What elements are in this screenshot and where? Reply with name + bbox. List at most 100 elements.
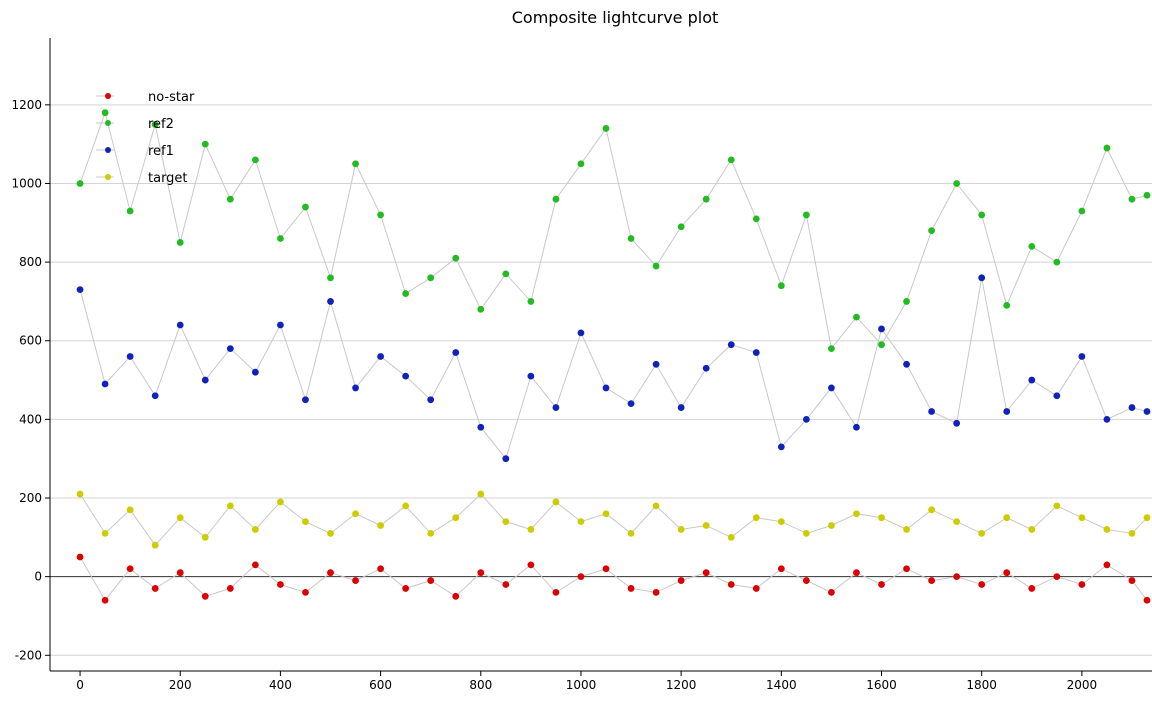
data-point-ref2 xyxy=(577,160,585,168)
data-point-ref2 xyxy=(853,313,860,321)
data-point-target xyxy=(377,522,384,529)
legend-marker-target xyxy=(105,174,111,180)
data-point-ref2 xyxy=(1003,301,1011,309)
data-point-ref2 xyxy=(201,140,209,148)
data-point-ref1 xyxy=(302,396,309,404)
data-point-ref2 xyxy=(652,262,660,270)
series-line-target xyxy=(79,493,1148,546)
data-point-ref1 xyxy=(752,349,760,356)
data-point-target xyxy=(502,518,510,525)
data-point-target xyxy=(928,506,935,514)
x-tick-label: 600 xyxy=(369,678,392,692)
data-point-no-star xyxy=(1143,596,1151,604)
data-point-ref2 xyxy=(126,207,134,215)
data-point-ref1 xyxy=(402,372,410,380)
data-point-ref1 xyxy=(627,400,635,408)
data-point-ref1 xyxy=(577,329,585,337)
data-point-ref1 xyxy=(201,376,209,384)
data-point-ref2 xyxy=(1028,242,1036,250)
x-tick-label: 200 xyxy=(169,678,192,692)
data-point-no-star xyxy=(677,577,685,584)
data-point-ref1 xyxy=(652,360,660,368)
data-point-no-star xyxy=(352,577,359,584)
data-point-ref2 xyxy=(878,341,885,349)
chart-title: Composite lightcurve plot xyxy=(511,8,719,27)
data-point-ref2 xyxy=(727,156,735,164)
data-point-target xyxy=(802,529,810,537)
data-point-ref2 xyxy=(953,180,961,187)
data-point-target xyxy=(777,518,785,525)
data-point-no-star xyxy=(201,592,209,600)
data-point-ref2 xyxy=(777,282,785,290)
data-point-ref1 xyxy=(101,380,109,388)
y-tick-label: 800 xyxy=(19,255,42,269)
data-point-target xyxy=(76,490,84,498)
data-point-ref2 xyxy=(1053,258,1061,266)
data-point-ref2 xyxy=(101,109,109,117)
data-point-no-star xyxy=(402,585,410,592)
data-point-ref2 xyxy=(702,195,710,203)
data-point-ref2 xyxy=(1078,207,1086,215)
data-point-no-star xyxy=(1078,581,1086,588)
data-point-target xyxy=(1053,502,1061,510)
data-point-no-star xyxy=(978,581,986,588)
data-point-ref2 xyxy=(802,211,810,219)
legend-label-ref1: ref1 xyxy=(148,144,174,159)
data-point-ref2 xyxy=(402,290,410,297)
data-point-no-star xyxy=(277,581,284,588)
x-tick-label: 1200 xyxy=(666,678,697,692)
data-point-ref2 xyxy=(76,180,84,187)
data-point-no-star xyxy=(151,585,159,592)
data-point-target xyxy=(577,518,585,525)
data-point-ref1 xyxy=(76,286,84,294)
data-point-ref2 xyxy=(627,235,635,242)
data-point-no-star xyxy=(602,565,610,573)
data-point-target xyxy=(1128,529,1136,537)
series-ref1 xyxy=(76,274,1151,463)
data-point-no-star xyxy=(377,565,384,573)
data-point-ref2 xyxy=(277,235,284,242)
data-point-no-star xyxy=(853,569,860,577)
data-point-no-star xyxy=(1103,561,1111,569)
data-point-ref1 xyxy=(1143,408,1151,415)
data-point-ref2 xyxy=(327,274,334,282)
data-point-ref1 xyxy=(702,364,710,372)
data-point-ref1 xyxy=(1028,376,1036,384)
data-point-ref1 xyxy=(903,360,910,368)
y-tick-label: 0 xyxy=(34,570,42,584)
legend-marker-ref1 xyxy=(105,147,111,153)
y-tick-label: 200 xyxy=(19,491,42,505)
data-point-ref1 xyxy=(1103,415,1111,423)
y-tick-label: 1200 xyxy=(11,98,42,112)
legend-label-target: target xyxy=(148,171,188,186)
data-point-target xyxy=(677,526,685,533)
data-point-ref2 xyxy=(151,121,159,128)
data-point-target xyxy=(1103,526,1111,533)
data-point-ref1 xyxy=(828,384,835,392)
x-tick-label: 1600 xyxy=(866,678,897,692)
data-point-ref2 xyxy=(752,215,760,223)
data-point-no-star xyxy=(928,577,935,584)
series-line-no-star xyxy=(79,556,1148,602)
data-point-target xyxy=(1078,514,1086,522)
data-point-ref1 xyxy=(853,423,860,431)
data-point-no-star xyxy=(878,581,885,588)
data-point-ref1 xyxy=(527,372,535,380)
data-point-no-star xyxy=(903,565,910,573)
data-point-ref2 xyxy=(527,298,535,305)
series-line-ref2 xyxy=(79,110,1148,350)
data-point-no-star xyxy=(126,565,134,573)
data-point-target xyxy=(828,522,835,529)
data-point-target xyxy=(853,510,860,518)
data-point-ref1 xyxy=(978,274,986,282)
legend-label-ref2: ref2 xyxy=(148,117,174,132)
data-point-ref1 xyxy=(727,341,735,349)
data-point-ref1 xyxy=(226,345,234,353)
data-point-ref2 xyxy=(928,227,935,235)
data-point-ref2 xyxy=(502,270,510,278)
data-point-target xyxy=(151,541,159,549)
data-point-target xyxy=(552,498,560,506)
data-point-no-star xyxy=(828,588,835,596)
data-point-no-star xyxy=(702,569,710,577)
